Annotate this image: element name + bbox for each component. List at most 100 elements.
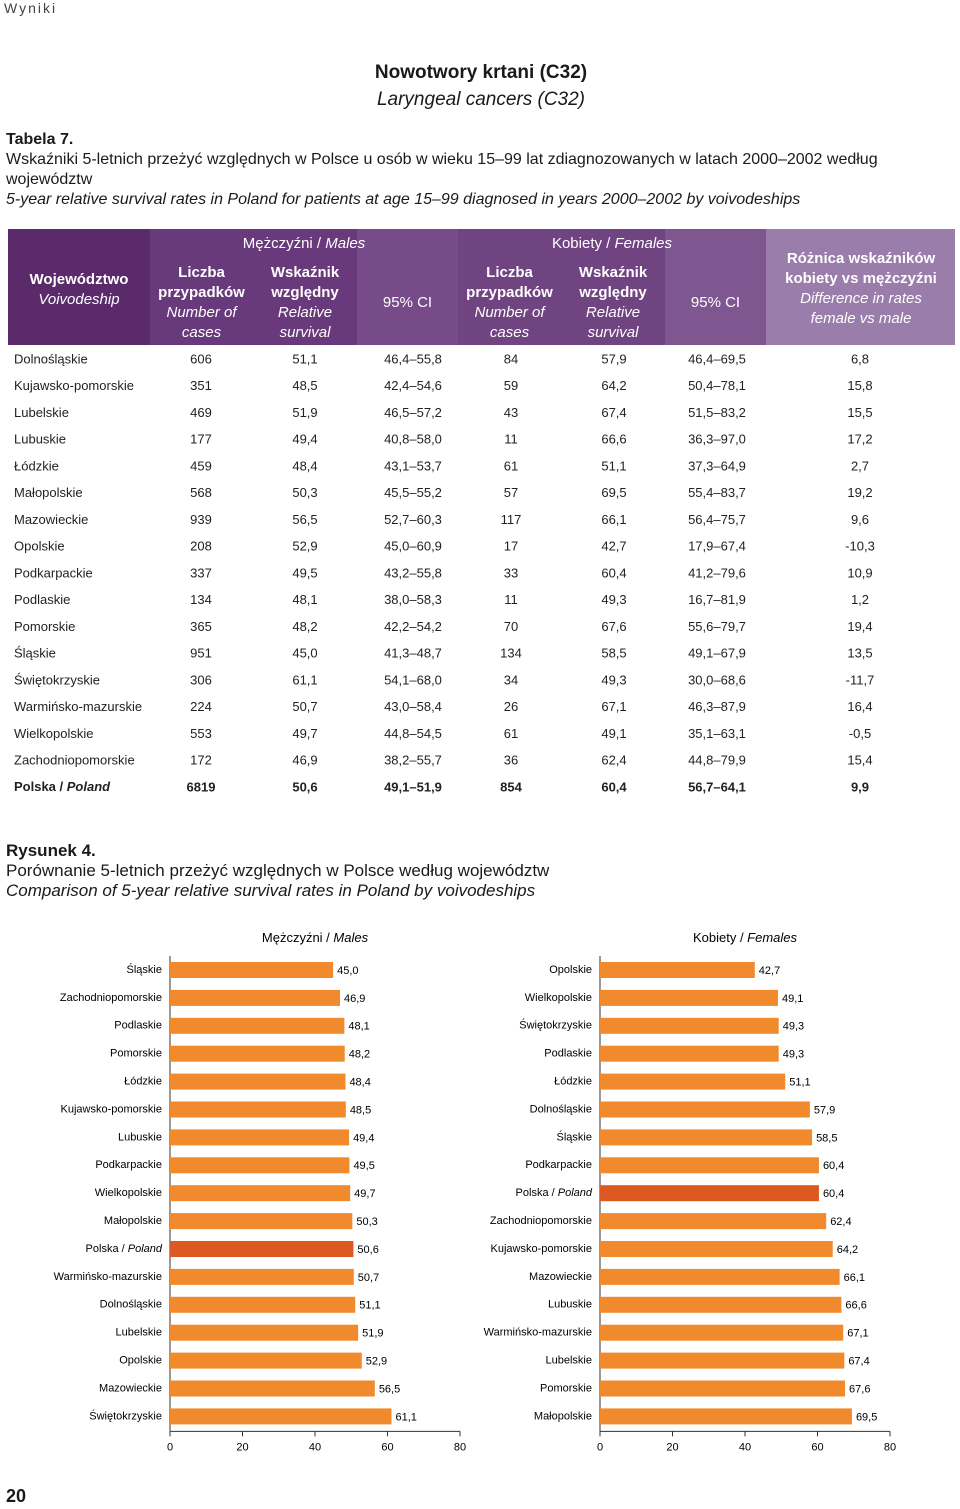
survival-header: Wskaźnik względny Relative survival: [561, 263, 665, 343]
section-header: Wyniki: [4, 0, 58, 16]
value-label: 50,6: [357, 1244, 378, 1256]
row-label: Dolnośląskie: [14, 351, 88, 366]
bar: [170, 989, 341, 1006]
category-label: Małopolskie: [534, 1410, 592, 1422]
category-label: Świętokrzyskie: [519, 1019, 592, 1032]
header-pl: Wskaźnik względny: [578, 264, 648, 301]
value-label: 62,4: [830, 1216, 851, 1228]
cell-value: 42,2–54,2: [384, 619, 442, 634]
value-label: 49,3: [783, 1021, 804, 1033]
value-label: 48,4: [349, 1077, 370, 1089]
cell-value: 64,2: [601, 378, 626, 393]
value-label: 57,9: [814, 1104, 835, 1116]
value-label: 58,5: [816, 1132, 837, 1144]
bar: [600, 1185, 819, 1202]
cell-value: -0,5: [849, 726, 871, 741]
cell-value: 17,9–67,4: [688, 539, 746, 554]
header-en: Relative survival: [585, 304, 641, 341]
x-tick-label: 60: [811, 1441, 823, 1453]
cell-value: 56,7–64,1: [688, 779, 746, 794]
cell-value: 9,6: [851, 512, 869, 527]
cell-value: 13,5: [847, 646, 872, 661]
category-label: Świętokrzyskie: [89, 1409, 162, 1422]
cell-value: 17,2: [847, 432, 872, 447]
category-label: Warmińsko-mazurskie: [54, 1271, 162, 1283]
cell-value: 40,8–58,0: [384, 432, 442, 447]
cell-value: 70: [504, 619, 518, 634]
row-label: Lubelskie: [14, 405, 69, 420]
cell-value: 568: [190, 485, 212, 500]
cell-value: 67,1: [601, 699, 626, 714]
cell-value: 48,5: [292, 378, 317, 393]
figure-caption: Porównanie 5-letnich przeżyć względnych …: [6, 861, 550, 880]
category-label: Polska / Poland: [516, 1187, 593, 1199]
value-label: 69,5: [856, 1411, 877, 1423]
value-label: 67,1: [847, 1328, 868, 1340]
bar: [170, 1045, 345, 1062]
cell-value: 26: [504, 699, 518, 714]
value-label: 49,3: [783, 1049, 804, 1061]
cell-value: 33: [504, 565, 518, 580]
row-label: Opolskie: [14, 539, 65, 554]
cell-value: 84: [504, 351, 518, 366]
cell-value: 55,6–79,7: [688, 619, 746, 634]
header-pl: Liczba przypadków: [158, 264, 245, 301]
cell-value: -11,7: [846, 672, 875, 687]
category-label: Opolskie: [549, 964, 592, 976]
category-label: Warmińsko-mazurskie: [484, 1327, 592, 1339]
text-part: Polska /: [86, 1243, 128, 1255]
chart-title: Kobiety / Females: [693, 930, 798, 945]
value-label: 64,2: [837, 1244, 858, 1256]
cell-value: 62,4: [601, 753, 626, 768]
text-part: Females: [747, 930, 797, 945]
row-label: Świętokrzyskie: [14, 672, 100, 687]
region-header: Województwo Voivodeship: [8, 270, 150, 310]
cell-value: 36,3–97,0: [688, 432, 746, 447]
cases-header: Liczba przypadków Number of cases: [150, 263, 253, 343]
bar: [170, 1352, 362, 1369]
ci-header: 95% CI: [382, 294, 433, 311]
bar: [170, 1324, 359, 1341]
category-label: Podlaskie: [114, 1020, 162, 1032]
cell-value: 42,4–54,6: [384, 378, 442, 393]
cell-value: 49,4: [292, 432, 317, 447]
cell-value: 66,6: [601, 432, 626, 447]
cell-value: 50,3: [292, 485, 317, 500]
cell-value: 19,2: [847, 485, 872, 500]
bar: [170, 1296, 356, 1313]
value-label: 51,1: [789, 1077, 810, 1089]
row-label: Polska / Poland: [14, 779, 111, 794]
value-label: 49,4: [353, 1132, 374, 1144]
cell-value: 49,3: [601, 592, 626, 607]
value-label: 50,7: [358, 1272, 379, 1284]
cell-value: 49,1–51,9: [384, 779, 442, 794]
bar: [600, 1017, 779, 1034]
cell-value: 50,6: [292, 779, 317, 794]
category-label: Łódzkie: [124, 1076, 162, 1088]
cell-value: 57,9: [601, 351, 626, 366]
category-label: Lubuskie: [118, 1131, 162, 1143]
row-label: Warmińsko-mazurskie: [14, 699, 142, 714]
x-tick-label: 60: [381, 1441, 393, 1453]
cell-value: 35,1–63,1: [688, 726, 746, 741]
cell-value: 49,3: [601, 672, 626, 687]
cell-value: 54,1–68,0: [384, 672, 442, 687]
cell-value: 41,2–79,6: [688, 565, 746, 580]
cell-value: 48,1: [292, 592, 317, 607]
cell-value: 46,4–55,8: [384, 351, 442, 366]
bar: [600, 1241, 833, 1257]
cell-value: 951: [190, 646, 212, 661]
value-label: 66,1: [844, 1272, 865, 1284]
category-label: Dolnośląskie: [530, 1103, 592, 1115]
figure: Mężczyźni / Males 0 20 40 60 80 Śląskie 45,0 Zac…: [54, 930, 897, 1453]
text-part: Mężczyźni /: [242, 235, 326, 252]
value-label: 48,5: [350, 1104, 371, 1116]
row-label: Zachodniopomorskie: [14, 753, 135, 768]
cell-value: 15,8: [847, 378, 872, 393]
text-part: Females: [614, 235, 673, 252]
bar: [170, 1101, 346, 1118]
bar: [170, 1408, 392, 1425]
value-label: 48,2: [349, 1049, 370, 1061]
bar: [170, 1185, 351, 1202]
cell-value: 46,9: [292, 753, 317, 768]
